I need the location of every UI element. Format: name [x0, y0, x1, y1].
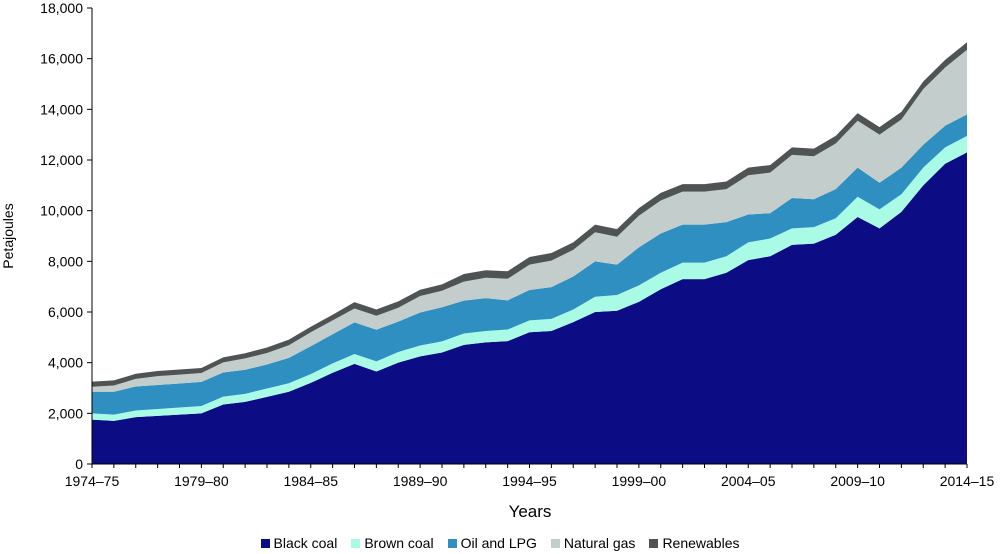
legend-swatch — [260, 538, 270, 548]
legend-item: Brown coal — [351, 533, 434, 553]
y-tick-label: 12,000 — [40, 152, 83, 168]
y-tick-label: 14,000 — [40, 101, 83, 117]
legend-label: Black coal — [273, 535, 338, 551]
x-tick-label: 2009–10 — [830, 473, 885, 489]
legend: Black coal Brown coal Oil and LPG Natural g… — [0, 533, 1000, 553]
x-axis-ticks: 1974–75 1979–80 1984–85 1989–90 1994–95 1999–… — [65, 464, 995, 489]
legend-label: Renewables — [662, 535, 740, 551]
legend-swatch — [649, 538, 659, 548]
y-axis-ticks: 0 2,000 4,000 6,000 8,000 10,000 12,000 14,000 1… — [40, 0, 92, 472]
x-tick-label: 1989–90 — [393, 473, 448, 489]
series-areas — [92, 42, 967, 464]
stacked-area-chart: 0 2,000 4,000 6,000 8,000 10,000 12,000 14,000 1… — [0, 0, 995, 521]
y-tick-label: 0 — [75, 456, 83, 472]
x-tick-label: 1984–85 — [283, 473, 338, 489]
legend-item: Black coal — [260, 533, 338, 553]
y-tick-label: 2,000 — [48, 405, 83, 421]
series-area-black-coal — [92, 152, 967, 464]
legend-label: Brown coal — [364, 535, 434, 551]
x-tick-label: 1979–80 — [174, 473, 229, 489]
y-tick-label: 6,000 — [48, 304, 83, 320]
x-tick-label: 1999–00 — [612, 473, 667, 489]
legend-label: Oil and LPG — [460, 535, 537, 551]
legend-item: Renewables — [649, 533, 740, 553]
series-area-oil-and-lpg — [92, 114, 967, 415]
y-tick-label: 10,000 — [40, 203, 83, 219]
x-tick-label: 2004–05 — [721, 473, 776, 489]
legend-item: Natural gas — [550, 533, 636, 553]
legend-label: Natural gas — [563, 535, 636, 551]
x-tick-label: 1974–75 — [65, 473, 120, 489]
y-tick-label: 4,000 — [48, 355, 83, 371]
y-tick-label: 18,000 — [40, 0, 83, 16]
legend-swatch — [550, 538, 560, 548]
legend-swatch — [447, 538, 457, 548]
y-tick-label: 8,000 — [48, 253, 83, 269]
legend-swatch — [351, 538, 361, 548]
x-axis-label: Years — [509, 502, 552, 521]
x-tick-label: 2014–15 — [940, 473, 995, 489]
y-axis-label: Petajoules — [0, 203, 16, 268]
x-tick-label: 1994–95 — [502, 473, 557, 489]
y-tick-label: 16,000 — [40, 51, 83, 67]
legend-item: Oil and LPG — [447, 533, 537, 553]
